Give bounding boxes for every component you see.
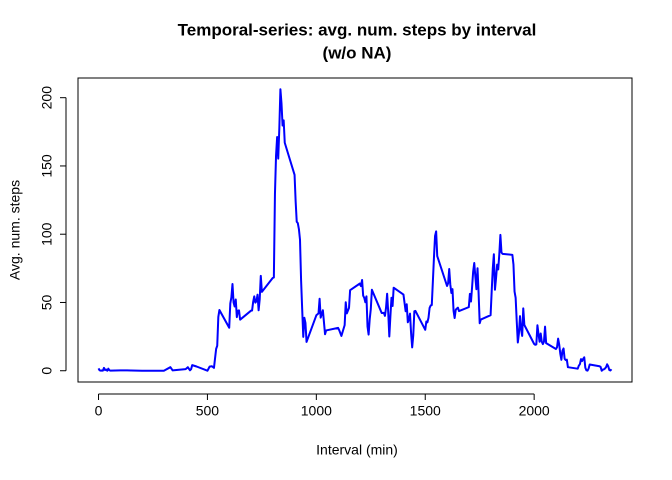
plot-box bbox=[77, 77, 633, 383]
y-tick-label: 200 bbox=[39, 86, 55, 110]
x-tick-label: 2000 bbox=[519, 403, 550, 419]
y-axis-label: Avg. num. steps bbox=[7, 180, 23, 280]
x-tick-label: 1500 bbox=[410, 403, 441, 419]
x-axis-label: Interval (min) bbox=[316, 442, 398, 458]
x-tick-label: 0 bbox=[95, 403, 103, 419]
series-line bbox=[97, 88, 613, 372]
y-tick-label: 100 bbox=[39, 222, 55, 246]
chart-title: Temporal-series: avg. num. steps by inte… bbox=[178, 20, 537, 39]
y-tick-label: 50 bbox=[39, 294, 55, 310]
y-tick-label: 0 bbox=[39, 367, 55, 375]
chart-subtitle: (w/o NA) bbox=[323, 43, 392, 62]
x-tick-label: 500 bbox=[196, 403, 220, 419]
x-tick-label: 1000 bbox=[301, 403, 332, 419]
y-tick-label: 150 bbox=[39, 154, 55, 178]
